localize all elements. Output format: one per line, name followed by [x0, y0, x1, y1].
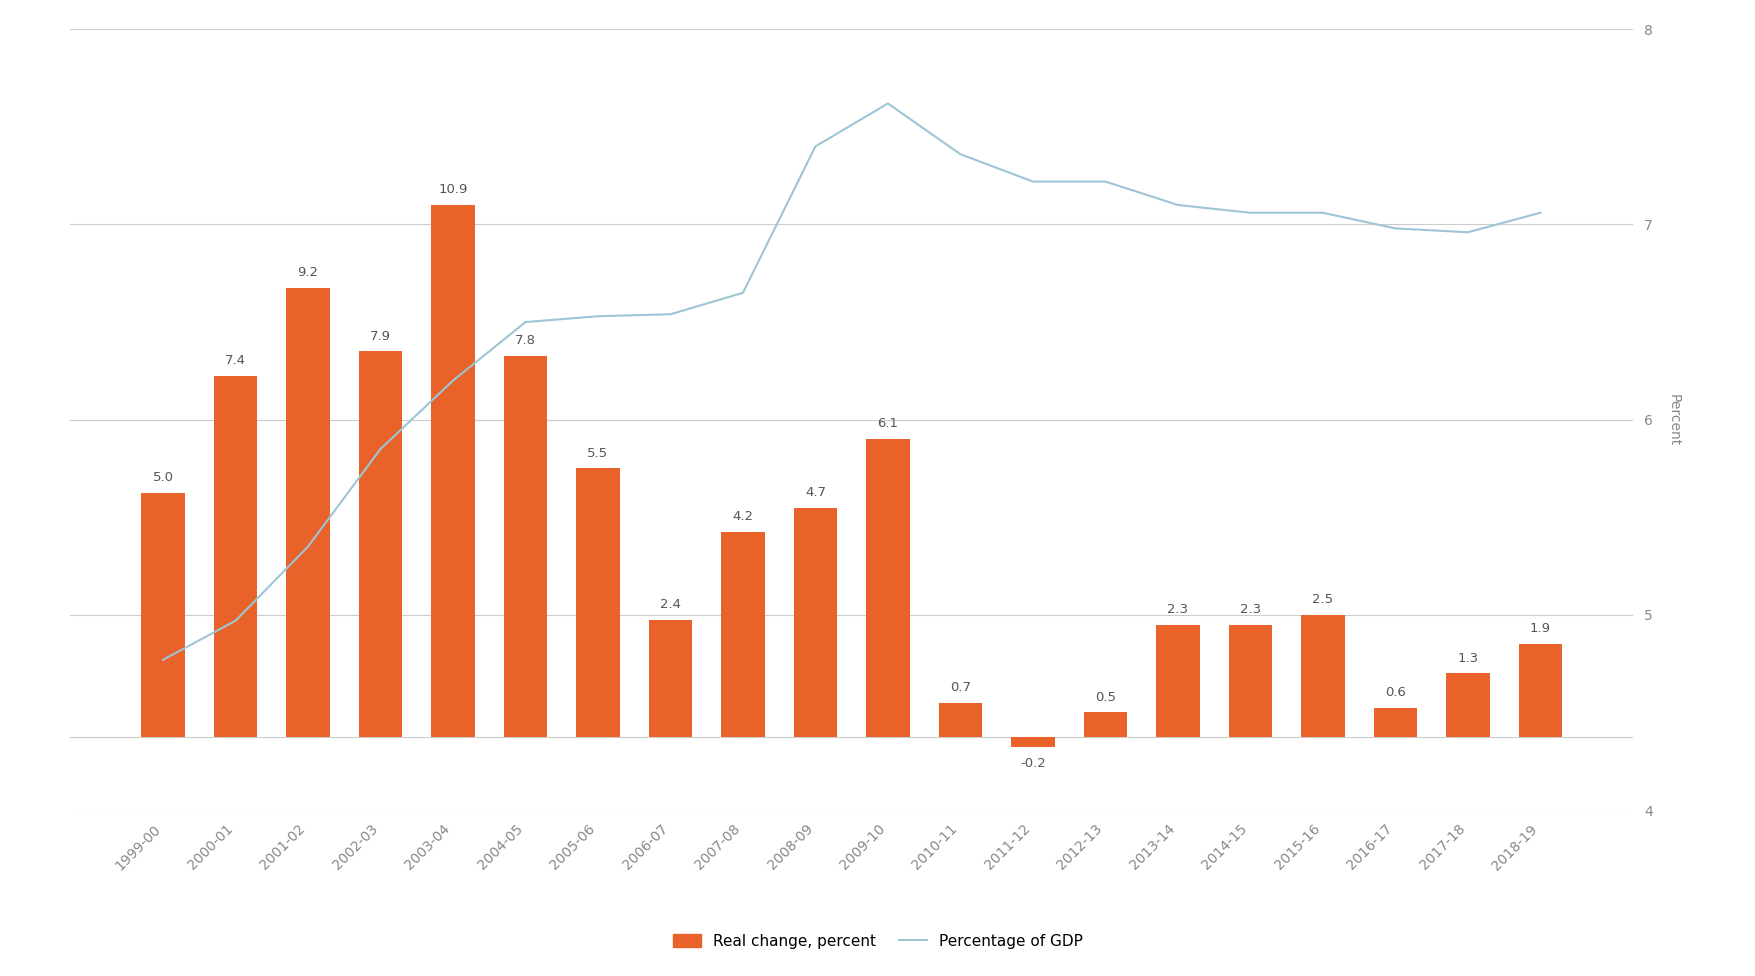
- Text: 7.4: 7.4: [225, 354, 246, 367]
- Bar: [1444, 673, 1488, 737]
- Text: 4.7: 4.7: [804, 486, 825, 499]
- Text: 4.2: 4.2: [732, 510, 753, 523]
- Bar: [648, 620, 691, 737]
- Bar: [865, 439, 909, 737]
- Bar: [140, 493, 184, 737]
- Bar: [1228, 625, 1271, 737]
- Text: 5.5: 5.5: [588, 447, 609, 460]
- Text: 0.7: 0.7: [949, 681, 971, 694]
- Text: 2.5: 2.5: [1311, 593, 1332, 606]
- Bar: [1372, 708, 1416, 737]
- Bar: [214, 376, 258, 737]
- Text: 9.2: 9.2: [297, 266, 318, 279]
- Bar: [1011, 737, 1055, 747]
- Legend: Real change, percent, Percentage of GDP: Real change, percent, Percentage of GDP: [672, 934, 1083, 949]
- Bar: [721, 532, 763, 737]
- Y-axis label: Percent: Percent: [1665, 393, 1680, 446]
- Bar: [358, 351, 402, 737]
- Text: 1.9: 1.9: [1529, 623, 1550, 635]
- Bar: [576, 468, 620, 737]
- Bar: [939, 703, 981, 737]
- Bar: [1518, 644, 1562, 737]
- Text: 1.3: 1.3: [1457, 652, 1478, 665]
- Text: 10.9: 10.9: [439, 183, 467, 196]
- Text: 6.1: 6.1: [878, 418, 899, 430]
- Text: 5.0: 5.0: [153, 471, 174, 484]
- Bar: [1083, 712, 1127, 737]
- Text: 2.3: 2.3: [1167, 603, 1188, 616]
- Bar: [504, 356, 548, 737]
- Bar: [432, 205, 474, 737]
- Text: 7.8: 7.8: [514, 335, 535, 347]
- Text: 2.4: 2.4: [660, 598, 681, 611]
- Text: 0.6: 0.6: [1385, 686, 1406, 699]
- Bar: [286, 288, 330, 737]
- Text: 0.5: 0.5: [1095, 691, 1114, 704]
- Bar: [1300, 615, 1344, 737]
- Text: 7.9: 7.9: [370, 330, 391, 343]
- Text: -0.2: -0.2: [1020, 757, 1046, 770]
- Bar: [793, 508, 837, 737]
- Text: 2.3: 2.3: [1239, 603, 1260, 616]
- Bar: [1155, 625, 1199, 737]
